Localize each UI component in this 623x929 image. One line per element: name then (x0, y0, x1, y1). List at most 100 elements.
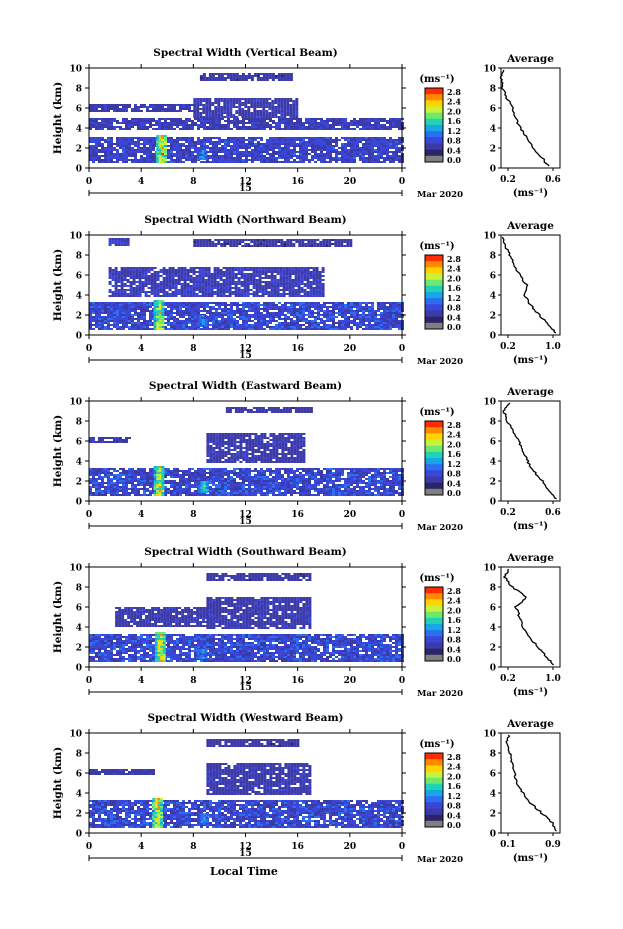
heatmap-cell (347, 124, 350, 126)
heatmap-cell (374, 120, 377, 122)
heatmap-cell (249, 289, 253, 291)
heatmap-cell (242, 326, 245, 328)
heatmap-cell (322, 245, 326, 247)
heatmap-cell (227, 155, 230, 157)
heatmap-cell (185, 126, 188, 128)
heatmap-cell (239, 122, 242, 124)
heatmap-cell (302, 153, 305, 155)
heatmap-cell (273, 291, 277, 293)
heatmap-cell (149, 153, 152, 155)
heatmap-cell (318, 281, 322, 283)
heatmap-cell (353, 320, 356, 322)
heatmap-cell (203, 122, 206, 124)
heatmap-cell (374, 143, 377, 145)
heatmap-cell (250, 106, 254, 108)
average-y-tick-label: 8 (490, 85, 496, 95)
heatmap-cell (143, 302, 146, 304)
heatmap-cell (119, 318, 122, 320)
heatmap-cell (293, 324, 296, 326)
heatmap-cell (314, 326, 317, 328)
heatmap-cell (134, 106, 137, 108)
heatmap-cell (212, 306, 215, 308)
heatmap-cell (89, 145, 92, 147)
heatmap-cell (156, 300, 160, 302)
heatmap-cell (98, 302, 101, 304)
heatmap-cell (263, 124, 266, 126)
heatmap-cell (197, 141, 200, 143)
heatmap-cell (254, 118, 257, 120)
heatmap-cell (275, 157, 278, 159)
heatmap-cell (122, 110, 125, 112)
heatmap-cell (337, 245, 341, 247)
heatmap-cell (386, 151, 389, 153)
heatmap-cell (233, 141, 236, 143)
heatmap-cell (108, 275, 112, 277)
average-profile-line (499, 69, 550, 167)
heatmap-cell (182, 143, 185, 145)
heatmap-cell (164, 128, 167, 130)
heatmap-cell (111, 291, 115, 293)
heatmap-cell (377, 139, 380, 141)
heatmap-cell (173, 120, 176, 122)
heatmap-cell (368, 159, 371, 161)
heatmap-cell (266, 126, 269, 128)
heatmap-cell (225, 295, 229, 297)
heatmap-cell (125, 159, 128, 161)
heatmap-cell (341, 322, 344, 324)
heatmap-cell (104, 124, 107, 126)
heatmap-cell (167, 324, 170, 326)
heatmap-cell (215, 151, 218, 153)
heatmap-cell (314, 328, 317, 330)
heatmap-cell (107, 316, 110, 318)
heatmap-cell (149, 145, 152, 147)
heatmap-cell (362, 124, 365, 126)
heatmap-cell (200, 310, 203, 312)
heatmap-cell (380, 161, 383, 163)
heatmap-cell (191, 306, 194, 308)
heatmap-cell (344, 161, 347, 163)
heatmap-cell (149, 302, 152, 304)
heatmap-cell (233, 318, 236, 320)
heatmap-cell (389, 126, 392, 128)
heatmap-cell (338, 314, 341, 316)
heatmap-cell (265, 114, 269, 116)
heatmap-cell (251, 302, 254, 304)
heatmap-cell (204, 158, 208, 160)
heatmap-cell (116, 143, 119, 145)
heatmap-cell (374, 320, 377, 322)
heatmap-cell (191, 322, 194, 324)
heatmap-cell (296, 128, 299, 130)
heatmap-cell (265, 75, 269, 77)
heatmap-cell (353, 137, 356, 139)
heatmap-cell (168, 279, 172, 281)
heatmap-cell (122, 151, 125, 153)
heatmap-cell (227, 141, 230, 143)
heatmap-cell (281, 157, 284, 159)
heatmap-cell (179, 326, 182, 328)
heatmap-cell (209, 128, 212, 130)
heatmap-cell (188, 143, 191, 145)
heatmap-cell (323, 328, 326, 330)
heatmap-cell (149, 310, 152, 312)
heatmap-cell (188, 316, 191, 318)
heatmap-cell (150, 283, 154, 285)
heatmap-cell (164, 137, 167, 139)
heatmap-cell (202, 104, 206, 106)
heatmap-cell (182, 314, 185, 316)
heatmap-cell (176, 308, 179, 310)
heatmap-cell (309, 285, 313, 287)
heatmap-cell (272, 155, 275, 157)
heatmap-cell (212, 320, 215, 322)
heatmap-cell (287, 310, 290, 312)
heatmap-cell (216, 281, 220, 283)
heatmap-cell (95, 312, 98, 314)
heatmap-cell (368, 157, 371, 159)
heatmap-cell (271, 243, 275, 245)
heatmap-cell (164, 139, 167, 141)
heatmap-cell (153, 295, 157, 297)
heatmap-cell (395, 139, 398, 141)
heatmap-cell (389, 314, 392, 316)
heatmap-cell (299, 151, 302, 153)
heatmap-cell (321, 285, 325, 287)
heatmap-cell (278, 318, 281, 320)
